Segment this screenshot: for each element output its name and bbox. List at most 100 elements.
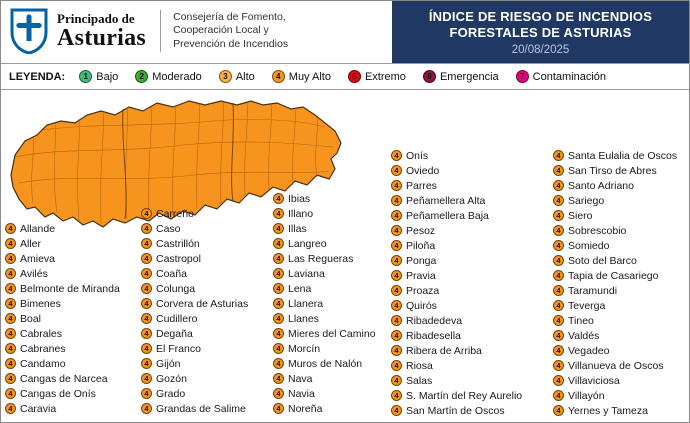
risk-level-badge: 4 — [553, 345, 564, 356]
municipality-name: Piloña — [406, 239, 436, 252]
risk-level-badge: 4 — [391, 225, 402, 236]
municipality-name: Muros de Nalón — [288, 357, 363, 370]
municipality-item: 4 Ribadesella — [391, 328, 551, 343]
municipality-item: 4 Gijón — [141, 356, 273, 371]
municipal-boundaries — [14, 102, 334, 224]
asturias-map — [3, 95, 348, 233]
risk-level-badge: 4 — [553, 330, 564, 341]
risk-level-badge: 4 — [141, 253, 152, 264]
municipality-name: Gijón — [156, 357, 181, 370]
municipality-item: 4 Muros de Nalón — [273, 356, 391, 371]
risk-level-icon: 1 — [79, 70, 93, 83]
municipality-name: Pesoz — [406, 224, 436, 237]
asturias-crest-logo — [9, 8, 49, 55]
legend-item: 6 Emergencia — [422, 70, 499, 83]
risk-level-badge: 4 — [273, 283, 284, 294]
municipality-name: Cabranes — [20, 342, 66, 355]
municipality-name: Illas — [288, 222, 307, 235]
risk-level-badge: 4 — [5, 298, 16, 309]
risk-level-badge: 4 — [5, 283, 16, 294]
risk-level-badge: 4 — [391, 375, 402, 386]
municipality-name: San Tirso de Abres — [568, 164, 657, 177]
org-name-line2: Asturias — [57, 24, 147, 51]
municipality-name: Colunga — [156, 282, 196, 295]
municipality-name: Cabrales — [20, 327, 63, 340]
risk-level-badge: 4 — [141, 238, 152, 249]
municipality-name: Sariego — [568, 194, 605, 207]
risk-level-badge: 4 — [273, 298, 284, 309]
municipality-name: Villayón — [568, 389, 605, 402]
risk-level-icon: 2 — [135, 70, 149, 83]
risk-level-badge: 4 — [141, 373, 152, 384]
risk-level-icon: 5 — [347, 70, 361, 83]
risk-level-badge: 4 — [273, 253, 284, 264]
brand-divider — [160, 10, 162, 52]
municipality-name: Ponga — [406, 254, 437, 267]
risk-level-badge: 4 — [391, 180, 402, 191]
municipality-name: Valdés — [568, 329, 600, 342]
municipality-item: 4 Cabrales — [5, 326, 139, 341]
municipality-name: Ibias — [288, 192, 311, 205]
municipality-name: Siero — [568, 209, 593, 222]
municipality-name: Avilés — [20, 267, 48, 280]
municipality-item: 4 Salas — [391, 373, 551, 388]
municipality-name: Oviedo — [406, 164, 440, 177]
municipality-item: 4 Cudillero — [141, 311, 273, 326]
risk-level-badge: 4 — [141, 208, 152, 219]
municipality-name: S. Martín del Rey Aurelio — [406, 389, 523, 402]
risk-level-badge: 4 — [553, 285, 564, 296]
risk-level-badge: 4 — [391, 150, 402, 161]
municipality-name: Parres — [406, 179, 437, 192]
risk-level-badge: 4 — [273, 388, 284, 399]
municipality-name: Gozón — [156, 372, 187, 385]
municipality-name: San Martín de Oscos — [406, 404, 505, 417]
municipality-item: 4 Morcín — [273, 341, 391, 356]
municipality-item: 4 Villayón — [553, 388, 689, 403]
municipality-item: 4 Carreño — [141, 206, 273, 221]
risk-level-badge: 4 — [391, 270, 402, 281]
risk-level-badge: 4 — [141, 343, 152, 354]
municipality-column-3: 4 Ibias 4 Illano 4 Illas 4 Langreo 4 Las… — [273, 191, 391, 416]
report-title-line1: ÍNDICE DE RIESGO DE INCENDIOS — [428, 8, 653, 24]
risk-level-label: Emergencia — [439, 70, 499, 83]
district-boundaries — [122, 102, 234, 220]
municipality-item: 4 Pesoz — [391, 223, 551, 238]
municipality-item: 4 Piloña — [391, 238, 551, 253]
risk-level-badge: 4 — [5, 343, 16, 354]
report-title-line2: FORESTALES DE ASTURIAS — [449, 24, 632, 40]
risk-level-badge: 4 — [141, 328, 152, 339]
municipality-item: 4 Proaza — [391, 283, 551, 298]
municipality-item: 4 Gozón — [141, 371, 273, 386]
risk-level-badge: 4 — [553, 375, 564, 386]
municipality-item: 4 Sariego — [553, 193, 689, 208]
municipality-column-2: 4 Carreño 4 Caso 4 Castrillón 4 Castropo… — [141, 206, 273, 416]
risk-level-badge: 4 — [5, 388, 16, 399]
risk-level-badge: 4 — [141, 298, 152, 309]
municipality-item: 4 Caravia — [5, 401, 139, 416]
municipality-name: Corvera de Asturias — [156, 297, 249, 310]
risk-level-badge: 4 — [391, 330, 402, 341]
municipality-item: 4 Tineo — [553, 313, 689, 328]
municipality-name: Santa Eulalia de Oscos — [568, 149, 678, 162]
risk-level-badge: 4 — [141, 313, 152, 324]
municipality-item: 4 Somiedo — [553, 238, 689, 253]
legend-item: 7 Contaminación — [515, 70, 606, 83]
risk-level-badge: 4 — [5, 238, 16, 249]
municipality-item: 4 Llanes — [273, 311, 391, 326]
risk-level-badge: 4 — [5, 373, 16, 384]
brand: Principado de Asturias Consejería de Fom… — [9, 8, 288, 55]
municipality-item: 4 Avilés — [5, 266, 139, 281]
municipality-item: 4 Degaña — [141, 326, 273, 341]
municipality-name: Llanera — [288, 297, 324, 310]
municipality-name: Sobrescobio — [568, 224, 627, 237]
municipality-name: Ribera de Arriba — [406, 344, 482, 357]
risk-level-badge: 4 — [273, 373, 284, 384]
municipality-name: Ribadesella — [406, 329, 461, 342]
risk-level-badge: 4 — [391, 345, 402, 356]
risk-level-badge: 4 — [391, 255, 402, 266]
municipality-item: 4 Cabranes — [5, 341, 139, 356]
risk-level-badge: 4 — [273, 238, 284, 249]
risk-level-badge: 4 — [391, 165, 402, 176]
municipality-name: Taramundi — [568, 284, 618, 297]
